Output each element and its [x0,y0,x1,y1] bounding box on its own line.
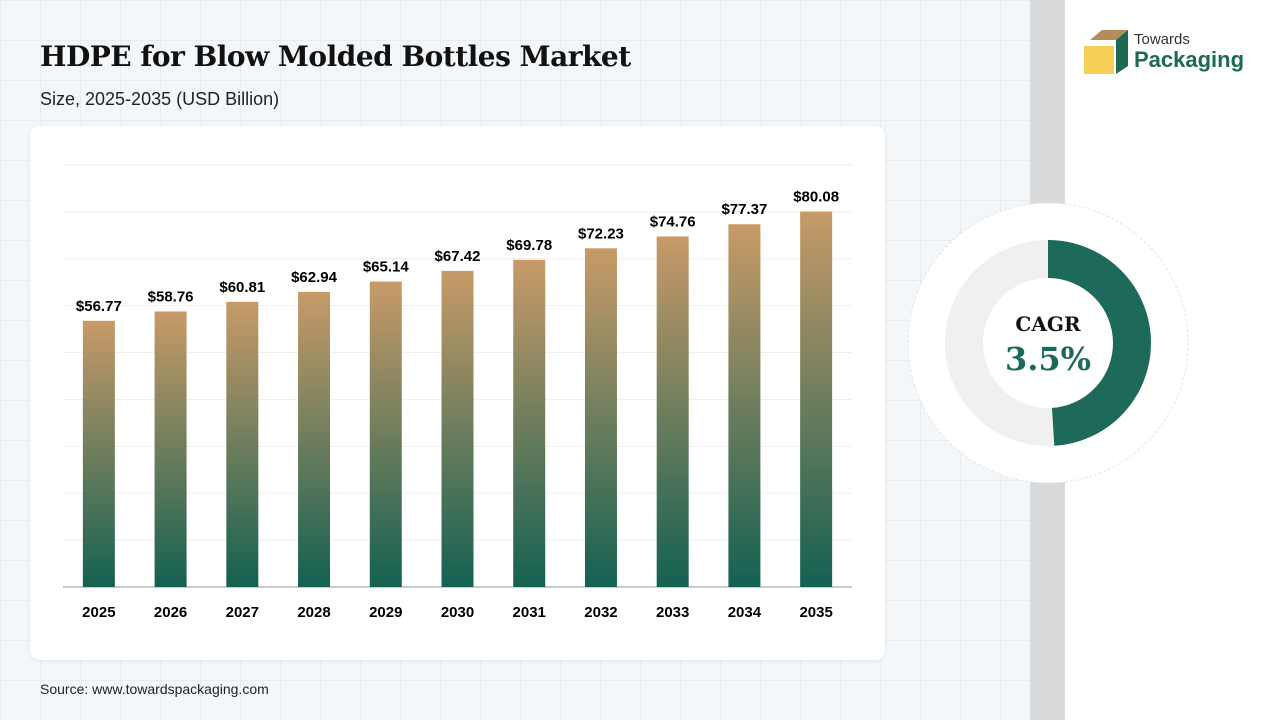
x-tick-label: 2030 [441,604,474,621]
logo-line1: Towards [1134,31,1190,48]
x-tick-label: 2027 [226,604,259,621]
x-tick-label: 2025 [82,604,115,621]
x-tick-label: 2034 [728,604,762,621]
donut-arc [945,240,1151,446]
cagr-value: 3.5% [1005,340,1091,378]
bar-chart: $56.77 2025 $58.76 2026 $60.81 2027 $62.94 2028… [63,164,852,621]
data-label: $62.94 [291,269,338,286]
bar [800,211,833,587]
data-label: $60.81 [219,279,265,296]
bar [369,281,402,587]
data-label: $72.23 [578,225,624,242]
bar [584,248,617,588]
box-logo-icon [1084,30,1128,74]
data-label: $80.08 [793,189,839,206]
x-tick-label: 2033 [656,604,689,621]
page-title: HDPE for Blow Molded Bottles Market [40,40,631,73]
bar [441,270,474,587]
bar [154,311,187,587]
bar [656,236,689,587]
x-tick-label: 2031 [513,604,546,621]
data-label: $65.14 [363,259,410,276]
data-label: $56.77 [76,298,122,315]
data-label: $69.78 [506,237,552,254]
data-label: $58.76 [148,288,194,305]
cagr-donut: CAGR 3.5% [907,202,1189,484]
x-tick-label: 2029 [369,604,402,621]
data-label: $74.76 [650,213,696,230]
data-label: $77.37 [721,201,767,218]
data-label: $67.42 [435,248,481,265]
x-tick-label: 2026 [154,604,187,621]
logo: Towards Packaging [1082,28,1244,76]
bar [226,301,259,587]
logo-line2: Packaging [1134,47,1245,72]
x-tick-label: 2032 [584,604,617,621]
bar [298,291,331,587]
bar [82,320,115,587]
x-tick-label: 2028 [297,604,330,621]
x-tick-label: 2035 [799,604,832,621]
bar [728,224,761,587]
bar [513,259,546,587]
cagr-label: CAGR [1015,312,1081,336]
page-subtitle: Size, 2025-2035 (USD Billion) [40,89,280,109]
source-note: Source: www.towardspackaging.com [40,681,269,697]
